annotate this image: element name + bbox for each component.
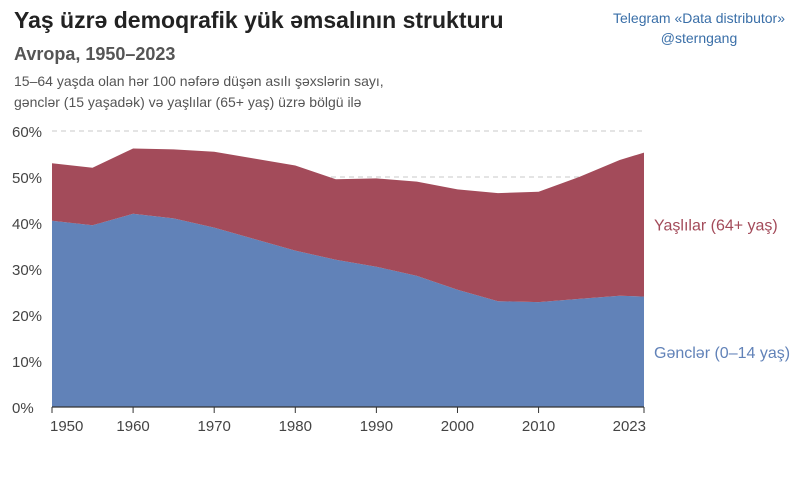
y-tick-label: 10% xyxy=(12,354,42,371)
series-label-elderly: Yaşlılar (64+ yaş) xyxy=(654,218,778,235)
x-tick-label: 1960 xyxy=(116,418,149,435)
x-tick-label: 1970 xyxy=(198,418,231,435)
x-tick-label: 1990 xyxy=(360,418,393,435)
x-tick-label: 1950 xyxy=(50,418,83,435)
area-elderly xyxy=(52,148,644,303)
chart-title: Yaş üzrə demoqrafik yük əmsalının strukt… xyxy=(14,7,504,33)
x-tick-label: 2000 xyxy=(441,418,474,435)
area-series xyxy=(52,148,644,407)
y-tick-label: 30% xyxy=(12,262,42,279)
series-label-youth: Gənclər (0–14 yaş) xyxy=(654,345,790,362)
x-tick-label: 1980 xyxy=(279,418,312,435)
chart-description-line2: gənclər (15 yaşadək) və yaşlılar (65+ ya… xyxy=(14,94,362,110)
series-labels: Gənclər (0–14 yaş) Yaşlılar (64+ yaş) xyxy=(654,218,790,362)
credit-line2: @sterngang xyxy=(660,30,738,46)
x-tick-label: 2023 xyxy=(613,418,646,435)
credit-line1: Telegram «Data distributor» xyxy=(613,10,785,26)
x-tick-label: 2010 xyxy=(522,418,555,435)
y-tick-label: 50% xyxy=(12,170,42,187)
y-tick-label: 60% xyxy=(12,124,42,141)
y-tick-label: 20% xyxy=(12,308,42,325)
chart-description-line1: 15–64 yaşda olan hər 100 nəfərə düşən as… xyxy=(14,73,384,89)
y-tick-label: 0% xyxy=(12,400,34,417)
chart-subtitle: Avropa, 1950–2023 xyxy=(14,44,176,64)
y-tick-label: 40% xyxy=(12,216,42,233)
credit: Telegram «Data distributor» @sterngang xyxy=(613,8,785,48)
axes: 0% 10% 20% 30% 40% 50% 60% 1950 1960 1970 1980 1990… xyxy=(12,124,646,435)
area-youth xyxy=(52,213,644,407)
